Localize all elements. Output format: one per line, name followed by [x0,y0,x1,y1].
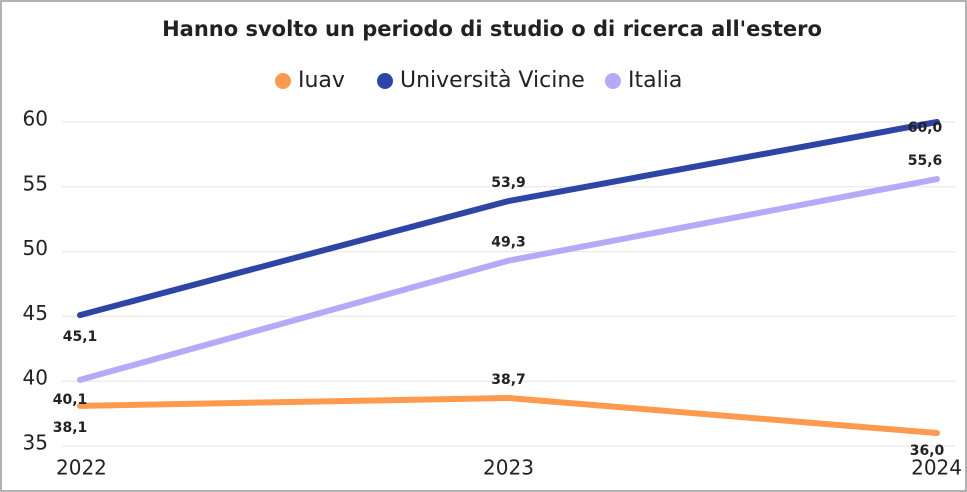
data-label: 53,9 [491,175,526,191]
series-line [77,119,940,319]
y-tick-label: 40 [23,366,48,390]
chart-title: Hanno svolto un periodo di studio o di r… [162,17,822,41]
legend-label: Italia [628,68,682,93]
data-label: 36,0 [910,443,945,459]
legend-swatch [377,73,393,89]
y-tick-label: 60 [23,107,48,131]
data-label: 45,1 [63,329,98,345]
data-label: 49,3 [491,235,526,251]
y-tick-label: 45 [23,301,48,325]
data-label: 40,1 [53,392,88,408]
x-tick-label: 2023 [483,456,534,480]
x-tick-label: 2024 [911,456,962,480]
data-label: 55,6 [908,153,943,169]
x-tick-label: 2022 [56,456,107,480]
data-label: 38,7 [491,372,526,388]
y-tick-label: 35 [23,431,48,455]
data-label: 38,1 [53,420,88,436]
legend-swatch [605,73,621,89]
data-label: 60,0 [908,120,943,136]
legend-label: Iuav [298,68,345,93]
series-line [77,395,940,437]
y-tick-label: 55 [23,171,48,195]
legend-label: Università Vicine [400,68,585,93]
legend-swatch [275,73,291,89]
series-line [77,176,940,383]
y-tick-label: 50 [23,236,48,260]
